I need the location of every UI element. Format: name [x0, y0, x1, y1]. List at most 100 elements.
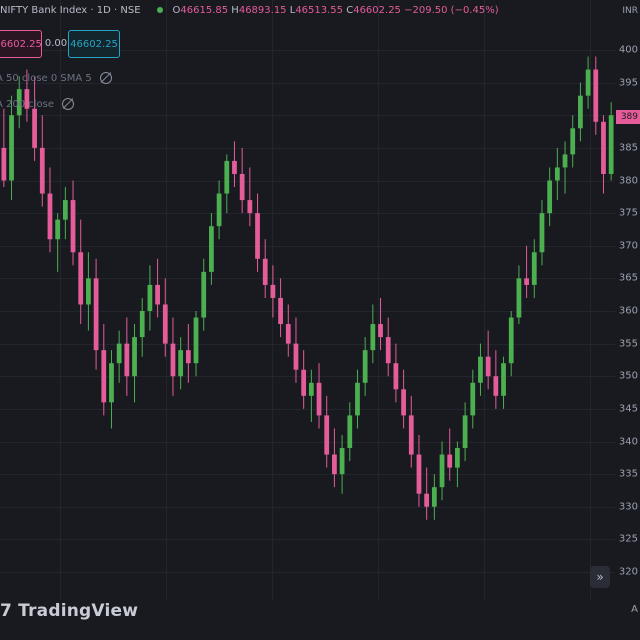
candle[interactable] — [9, 95, 14, 201]
candle[interactable] — [209, 213, 214, 285]
candle[interactable] — [308, 369, 314, 422]
candle[interactable] — [385, 317, 391, 377]
candle[interactable] — [424, 467, 430, 520]
candle[interactable] — [408, 395, 414, 468]
candle[interactable] — [501, 356, 506, 409]
indicator-sma[interactable]: A 50 close 0 SMA 5 — [0, 72, 112, 84]
candle[interactable] — [578, 82, 583, 142]
price-axis[interactable]: INR 400395390385380375370365360355350345… — [615, 0, 640, 600]
buy-button[interactable]: 46602.25 — [68, 30, 120, 58]
candle[interactable] — [570, 115, 576, 168]
indicator-ma200[interactable]: A 200 close — [0, 98, 75, 110]
candle[interactable] — [39, 115, 45, 207]
candle[interactable] — [224, 154, 230, 214]
candle[interactable] — [78, 219, 84, 325]
candle[interactable] — [132, 324, 137, 403]
candle[interactable] — [301, 350, 307, 409]
candle[interactable] — [316, 363, 322, 429]
sell-button[interactable]: 46602.25 — [0, 30, 42, 58]
candle[interactable] — [524, 245, 529, 298]
candlestick-series[interactable] — [0, 0, 615, 600]
candle[interactable] — [508, 311, 514, 377]
candle[interactable] — [601, 115, 606, 194]
candle[interactable] — [255, 193, 260, 272]
candle-body-up — [531, 252, 537, 285]
candle[interactable] — [262, 239, 268, 298]
candle[interactable] — [47, 167, 53, 253]
candle[interactable] — [285, 304, 291, 357]
candle[interactable] — [193, 311, 199, 377]
price-tick-label: 355 — [618, 338, 638, 350]
candle[interactable] — [185, 324, 191, 383]
candle[interactable] — [593, 56, 599, 135]
candle[interactable] — [447, 428, 453, 481]
candle[interactable] — [270, 265, 276, 318]
candle[interactable] — [478, 343, 483, 396]
candle[interactable] — [362, 337, 368, 396]
candle[interactable] — [55, 213, 61, 272]
candle[interactable] — [216, 180, 222, 240]
candle[interactable] — [339, 434, 345, 494]
candle[interactable] — [416, 434, 422, 507]
candle[interactable] — [247, 167, 253, 227]
tradingview-logo[interactable]: 7 TradingView — [0, 601, 139, 621]
candle[interactable] — [554, 147, 560, 201]
candle[interactable] — [470, 369, 476, 429]
candle[interactable] — [393, 343, 399, 403]
candle[interactable] — [324, 395, 330, 468]
candle[interactable] — [239, 147, 245, 214]
candle[interactable] — [431, 474, 437, 520]
candle-body-up — [16, 89, 22, 116]
candle[interactable] — [493, 350, 499, 409]
candle[interactable] — [147, 265, 153, 331]
candle[interactable] — [201, 258, 207, 331]
candle[interactable] — [332, 428, 337, 488]
candle[interactable] — [1, 108, 7, 188]
candle[interactable] — [293, 317, 299, 383]
candle[interactable] — [347, 402, 353, 462]
candle[interactable] — [86, 252, 91, 331]
eye-off-icon[interactable] — [62, 98, 75, 110]
candle[interactable] — [370, 304, 376, 364]
candle[interactable] — [355, 369, 360, 429]
candle[interactable] — [62, 187, 68, 240]
candle[interactable] — [455, 441, 460, 488]
candle[interactable] — [116, 330, 122, 383]
candle[interactable] — [462, 402, 468, 462]
candle[interactable] — [101, 324, 107, 416]
candle[interactable] — [232, 141, 237, 188]
candle[interactable] — [531, 239, 537, 298]
candle[interactable] — [155, 258, 160, 318]
candle[interactable] — [516, 265, 522, 325]
auto-scale-button[interactable]: A — [631, 604, 638, 615]
candle-body-up — [132, 337, 137, 377]
scroll-to-realtime-button[interactable]: » — [590, 566, 610, 588]
candle[interactable] — [32, 76, 37, 161]
symbol-title[interactable]: NIFTY Bank Index · 1D · NSE — [0, 4, 141, 16]
candle-body-up — [570, 128, 576, 155]
grid-line-horizontal — [0, 409, 615, 410]
candle[interactable] — [109, 350, 114, 429]
candle[interactable] — [401, 369, 406, 429]
candle[interactable] — [585, 56, 591, 109]
candle[interactable] — [162, 278, 168, 357]
candle[interactable] — [547, 167, 553, 227]
candle[interactable] — [16, 76, 22, 129]
candle[interactable] — [378, 297, 383, 351]
candle[interactable] — [485, 330, 491, 390]
candle[interactable] — [278, 278, 283, 338]
candle[interactable] — [139, 297, 145, 357]
candle[interactable] — [93, 258, 99, 370]
eye-off-icon[interactable] — [99, 72, 112, 84]
candle[interactable] — [539, 200, 545, 266]
candle-body-up — [178, 350, 184, 377]
candle[interactable] — [178, 337, 184, 390]
candle[interactable] — [608, 102, 614, 181]
candle[interactable] — [562, 141, 568, 194]
candle[interactable] — [24, 69, 30, 122]
candle[interactable] — [170, 317, 176, 396]
candle[interactable] — [70, 180, 76, 266]
candle[interactable] — [439, 441, 445, 501]
candle[interactable] — [124, 317, 130, 396]
